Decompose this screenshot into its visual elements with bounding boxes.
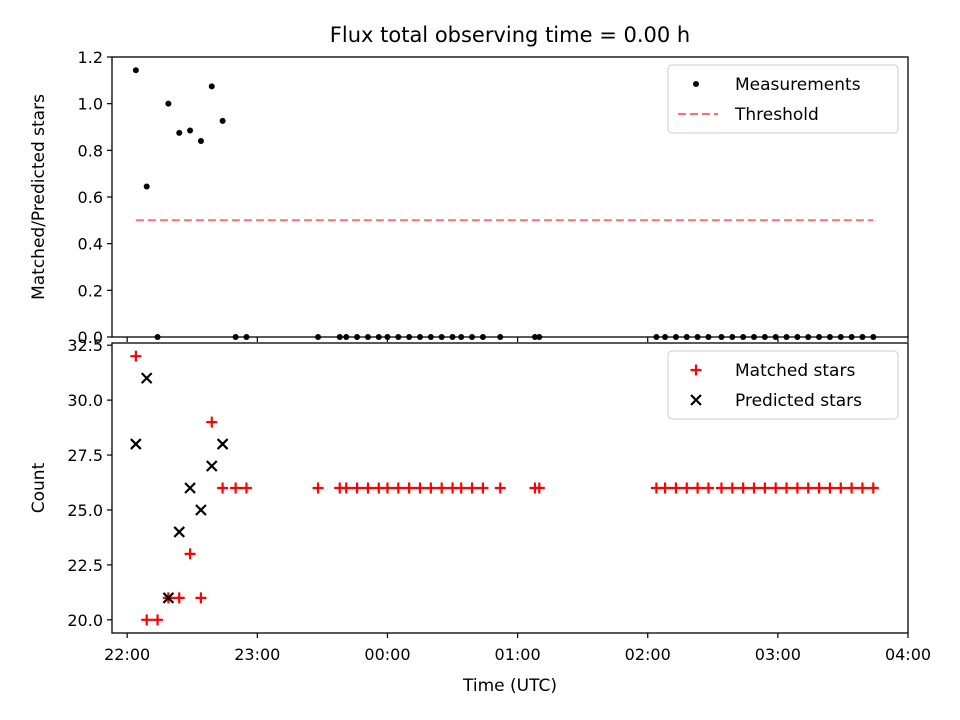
- measurement-point: [208, 83, 215, 90]
- matched-star-point: [802, 482, 814, 494]
- chart-title: Flux total observing time = 0.00 h: [330, 23, 690, 47]
- matched-star-point: [466, 482, 478, 494]
- matched-star-point: [824, 482, 836, 494]
- matched-star-point: [770, 482, 782, 494]
- predicted-star-point: [216, 438, 229, 450]
- matched-star-point: [692, 482, 704, 494]
- matched-star-point: [206, 416, 218, 428]
- predicted-star-point: [205, 460, 218, 472]
- x-tick-label: 22:00: [104, 645, 150, 664]
- legend-label: Threshold: [734, 105, 819, 125]
- matched-star-point: [362, 482, 374, 494]
- matched-star-point: [403, 482, 415, 494]
- legend-measurement-swatch: [693, 81, 699, 87]
- y-tick-label: 0.4: [78, 235, 103, 254]
- matched-star-point: [436, 482, 448, 494]
- measurement-point: [132, 67, 139, 74]
- matched-star-point: [217, 482, 229, 494]
- predicted-star-point: [162, 592, 175, 604]
- matched-star-point: [477, 482, 489, 494]
- x-tick-label: 23:00: [234, 645, 280, 664]
- matched-star-point: [867, 482, 879, 494]
- matched-star-point: [130, 350, 142, 362]
- y-tick-label: 20.0: [67, 611, 103, 630]
- matched-star-point: [846, 482, 858, 494]
- matched-star-point: [835, 482, 847, 494]
- matched-star-point: [351, 482, 363, 494]
- x-axis-label: Time (UTC): [462, 676, 557, 696]
- matched-star-point: [195, 592, 207, 604]
- predicted-star-point: [140, 372, 153, 384]
- matched-star-point: [312, 482, 324, 494]
- matched-star-point: [759, 482, 771, 494]
- x-tick-label: 00:00: [364, 645, 410, 664]
- y-tick-label: 22.5: [67, 556, 103, 575]
- matched-star-point: [184, 548, 196, 560]
- matched-star-point: [856, 482, 868, 494]
- flux-ratio-panel: 0.0 0.2 0.4 0.6 0.8 1.0 1.2 Matched/Predicted s…: [29, 48, 909, 347]
- y-tick-label: 0.6: [78, 188, 103, 207]
- measurement-point: [143, 183, 150, 190]
- matched-star-point: [152, 614, 164, 626]
- predicted-star-point: [173, 526, 186, 538]
- y-tick-label: 25.0: [67, 501, 103, 520]
- y-tick-label: 32.5: [67, 336, 103, 355]
- axes-frame: [111, 342, 909, 634]
- legend-box: [667, 350, 899, 420]
- measurement-point: [165, 100, 172, 107]
- matched-star-point: [425, 482, 437, 494]
- matched-star-point: [240, 482, 252, 494]
- predicted-star-point: [184, 482, 196, 494]
- y-tick-label: 0.2: [78, 281, 103, 300]
- x-tick-label: 01:00: [495, 645, 541, 664]
- measurement-point: [187, 127, 194, 134]
- y-tick-label: 0.0: [78, 328, 103, 347]
- matched-star-point: [781, 482, 793, 494]
- legend-label: Matched stars: [735, 361, 855, 381]
- y-axis-label: Count: [29, 462, 49, 513]
- matched-star-point: [414, 482, 426, 494]
- y-tick-label: 1.2: [78, 48, 103, 67]
- matched-star-point: [670, 482, 682, 494]
- x-tick-label: 03:00: [755, 645, 801, 664]
- legend-label: Predicted stars: [735, 391, 862, 411]
- matched-star-point: [141, 614, 153, 626]
- measurement-point: [176, 129, 183, 136]
- matched-star-point: [659, 482, 671, 494]
- legend-predicted-swatch: [690, 394, 702, 406]
- y-tick-label: 1.0: [78, 95, 103, 114]
- matched-star-point: [726, 482, 738, 494]
- legend-box: [667, 64, 899, 134]
- matched-star-point: [533, 482, 545, 494]
- y-tick-label: 27.5: [67, 446, 103, 465]
- y-tick-label: 0.8: [78, 141, 103, 160]
- matched-star-point: [791, 482, 803, 494]
- matched-star-point: [340, 482, 352, 494]
- y-axis-label: Matched/Predicted stars: [29, 94, 49, 300]
- legend-label: Measurements: [735, 75, 861, 95]
- measurement-point: [197, 138, 204, 144]
- measurement-point: [219, 117, 226, 124]
- matched-star-point: [813, 482, 825, 494]
- x-tick-label: 02:00: [625, 645, 671, 664]
- matched-star-point: [173, 592, 185, 604]
- predicted-star-point: [130, 438, 142, 450]
- predicted-star-point: [195, 504, 207, 516]
- star-count-panel: 20.0 22.5 25.0 27.5 30.0 32.5 22:00 23:00 00:00 0…: [29, 336, 931, 696]
- legend-matched-swatch: [690, 364, 702, 376]
- matched-star-point: [392, 482, 404, 494]
- matched-star-point: [381, 482, 393, 494]
- matched-star-point: [748, 482, 760, 494]
- x-tick-label: 04:00: [885, 645, 931, 664]
- matched-star-point: [715, 482, 727, 494]
- matched-star-point: [681, 482, 693, 494]
- y-tick-label: 30.0: [67, 391, 103, 410]
- matched-star-point: [494, 482, 506, 494]
- matched-star-point: [455, 482, 467, 494]
- matched-star-point: [702, 482, 714, 494]
- matched-star-point: [737, 482, 749, 494]
- matched-star-point: [230, 482, 242, 494]
